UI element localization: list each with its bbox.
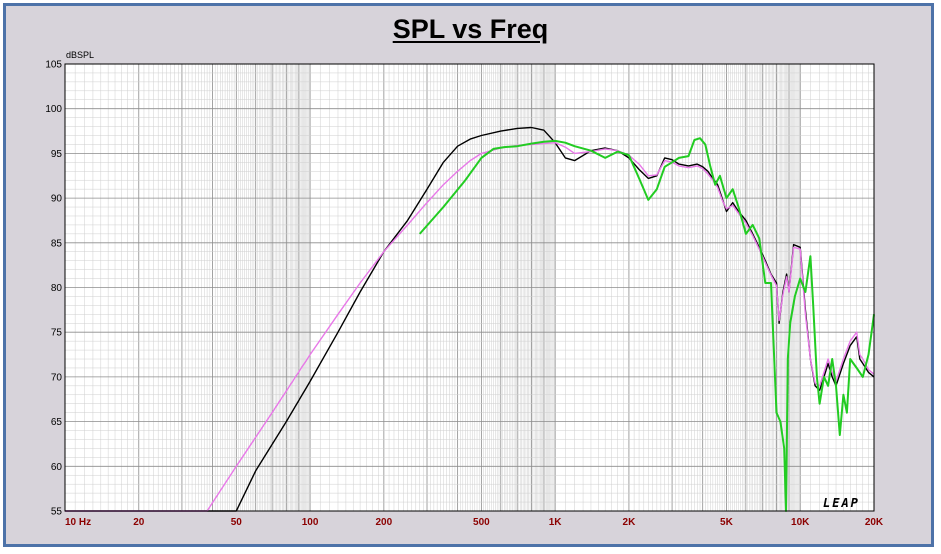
plot-border <box>64 63 875 512</box>
y-axis-label: dBSPL <box>66 50 94 60</box>
grid <box>65 64 874 511</box>
x-tick-label: 20 <box>133 517 145 528</box>
chart-title: SPL vs Freq <box>392 14 549 44</box>
series-line-2 <box>65 141 875 512</box>
x-tick-label: 20K <box>865 517 884 528</box>
y-tick-label: 55 <box>51 507 63 518</box>
x-axis-ticks: 10 Hz 20 50 100 200 500 1K 2K 5K 10K 20K <box>65 517 884 528</box>
y-tick-label: 60 <box>51 462 63 473</box>
y-tick-label: 85 <box>51 238 63 249</box>
y-tick-label: 100 <box>45 104 62 115</box>
y-tick-label: 65 <box>51 417 63 428</box>
series-line-3 <box>418 137 875 512</box>
y-tick-label: 95 <box>51 149 63 160</box>
y-tick-label: 90 <box>51 194 63 205</box>
x-tick-label: 100 <box>302 517 319 528</box>
y-axis-ticks: 55 60 65 70 75 80 85 90 95 100 105 <box>45 60 62 518</box>
y-tick-label: 70 <box>51 372 63 383</box>
y-tick-label: 75 <box>51 328 63 339</box>
leap-logo: LEAP <box>823 496 860 510</box>
x-tick-label: 10K <box>791 517 810 528</box>
x-tick-label: 1K <box>549 517 563 528</box>
series-group <box>65 126 875 512</box>
y-tick-label: 80 <box>51 283 63 294</box>
x-tick-label: 200 <box>376 517 393 528</box>
x-tick-label: 500 <box>473 517 490 528</box>
y-tick-label: 105 <box>45 60 62 71</box>
x-tick-label: 5K <box>720 517 734 528</box>
x-tick-label: 50 <box>231 517 243 528</box>
x-tick-label: 10 Hz <box>65 517 91 528</box>
x-tick-label: 2K <box>623 517 637 528</box>
